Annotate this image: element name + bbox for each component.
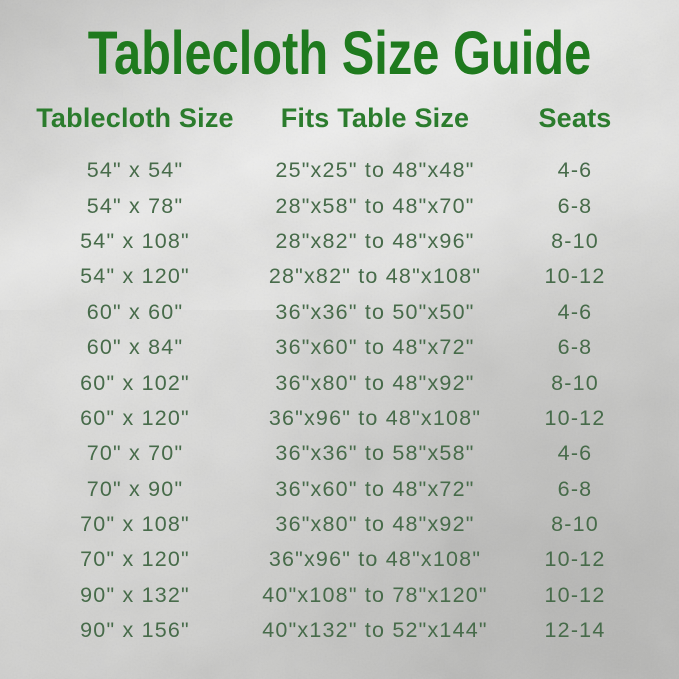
tablecloth-size-cell: 70" x 120" — [80, 547, 190, 572]
table-row: 70" x 90" 36"x60" to 48"x72" 6-8 — [20, 472, 650, 507]
seats-cell: 8-10 — [551, 370, 599, 395]
table-row: 70" x 108" 36"x80" to 48"x92" 8-10 — [20, 507, 650, 542]
tablecloth-size-cell: 90" x 156" — [80, 618, 190, 643]
table-row: 60" x 84" 36"x60" to 48"x72" 6-8 — [20, 330, 650, 365]
seats-cell: 6-8 — [557, 476, 593, 501]
fits-table-size-cell: 36"x80" to 48"x92" — [275, 370, 475, 395]
table-row: 54" x 108" 28"x82" to 48"x96" 8-10 — [20, 224, 650, 259]
header-seats: Seats — [538, 103, 612, 133]
tablecloth-size-cell: 70" x 108" — [80, 512, 190, 537]
table-row: 54" x 120" 28"x82" to 48"x108" 10-12 — [20, 259, 650, 294]
tablecloth-size-cell: 60" x 120" — [80, 405, 190, 430]
fits-table-size-cell: 36"x80" to 48"x92" — [275, 512, 475, 537]
fits-table-size-cell: 36"x36" to 58"x58" — [275, 441, 475, 466]
table-rows: 54" x 54" 25"x25" to 48"x48" 4-6 54" x 78" 2… — [20, 153, 650, 648]
tablecloth-size-cell: 54" x 120" — [80, 264, 190, 289]
fits-table-size-cell: 36"x96" to 48"x108" — [268, 547, 482, 572]
fits-table-size-cell: 40"x132" to 52"x144" — [262, 618, 488, 643]
page-title: Tablecloth Size Guide — [87, 19, 592, 87]
tablecloth-size-cell: 70" x 70" — [86, 441, 184, 466]
seats-cell: 10-12 — [544, 547, 606, 572]
seats-cell: 12-14 — [544, 618, 606, 643]
table-row: 70" x 120" 36"x96" to 48"x108" 10-12 — [20, 542, 650, 577]
fits-table-size-cell: 28"x58" to 48"x70" — [275, 193, 475, 218]
tablecloth-size-cell: 60" x 60" — [86, 299, 184, 324]
tablecloth-size-cell: 54" x 78" — [86, 193, 184, 218]
seats-cell: 4-6 — [557, 299, 593, 324]
header-tablecloth-size: Tablecloth Size — [36, 103, 234, 133]
table-row: 60" x 120" 36"x96" to 48"x108" 10-12 — [20, 401, 650, 436]
fits-table-size-cell: 28"x82" to 48"x96" — [275, 228, 475, 253]
table-row: 60" x 60" 36"x36" to 50"x50" 4-6 — [20, 295, 650, 330]
seats-cell: 10-12 — [544, 405, 606, 430]
tablecloth-size-cell: 70" x 90" — [86, 476, 184, 501]
table-row: 54" x 54" 25"x25" to 48"x48" 4-6 — [20, 153, 650, 188]
tablecloth-size-cell: 60" x 102" — [80, 370, 190, 395]
fits-table-size-cell: 36"x60" to 48"x72" — [275, 476, 475, 501]
table-row: 54" x 78" 28"x58" to 48"x70" 6-8 — [20, 188, 650, 223]
seats-cell: 4-6 — [557, 441, 593, 466]
fits-table-size-cell: 36"x36" to 50"x50" — [275, 299, 475, 324]
tablecloth-size-cell: 60" x 84" — [86, 335, 184, 360]
tablecloth-size-cell: 54" x 54" — [86, 158, 184, 183]
fits-table-size-cell: 25"x25" to 48"x48" — [275, 158, 475, 183]
size-table: Tablecloth Size Fits Table Size Seats 54… — [20, 103, 650, 648]
fits-table-size-cell: 40"x108" to 78"x120" — [262, 582, 488, 607]
tablecloth-size-cell: 54" x 108" — [80, 228, 190, 253]
header-fits-table-size: Fits Table Size — [280, 103, 470, 133]
table-row: 90" x 156" 40"x132" to 52"x144" 12-14 — [20, 613, 650, 648]
tablecloth-size-cell: 90" x 132" — [80, 582, 190, 607]
fits-table-size-cell: 36"x60" to 48"x72" — [275, 335, 475, 360]
fits-table-size-cell: 36"x96" to 48"x108" — [268, 405, 482, 430]
seats-cell: 4-6 — [557, 158, 593, 183]
table-row: 70" x 70" 36"x36" to 58"x58" 4-6 — [20, 436, 650, 471]
seats-cell: 8-10 — [551, 512, 599, 537]
seats-cell: 6-8 — [557, 193, 593, 218]
table-row: 90" x 132" 40"x108" to 78"x120" 10-12 — [20, 578, 650, 613]
seats-cell: 8-10 — [551, 228, 599, 253]
seats-cell: 10-12 — [544, 582, 606, 607]
table-row: 60" x 102" 36"x80" to 48"x92" 8-10 — [20, 365, 650, 400]
fits-table-size-cell: 28"x82" to 48"x108" — [268, 264, 482, 289]
seats-cell: 6-8 — [557, 335, 593, 360]
seats-cell: 10-12 — [544, 264, 606, 289]
table-header-row: Tablecloth Size Fits Table Size Seats — [20, 103, 650, 134]
